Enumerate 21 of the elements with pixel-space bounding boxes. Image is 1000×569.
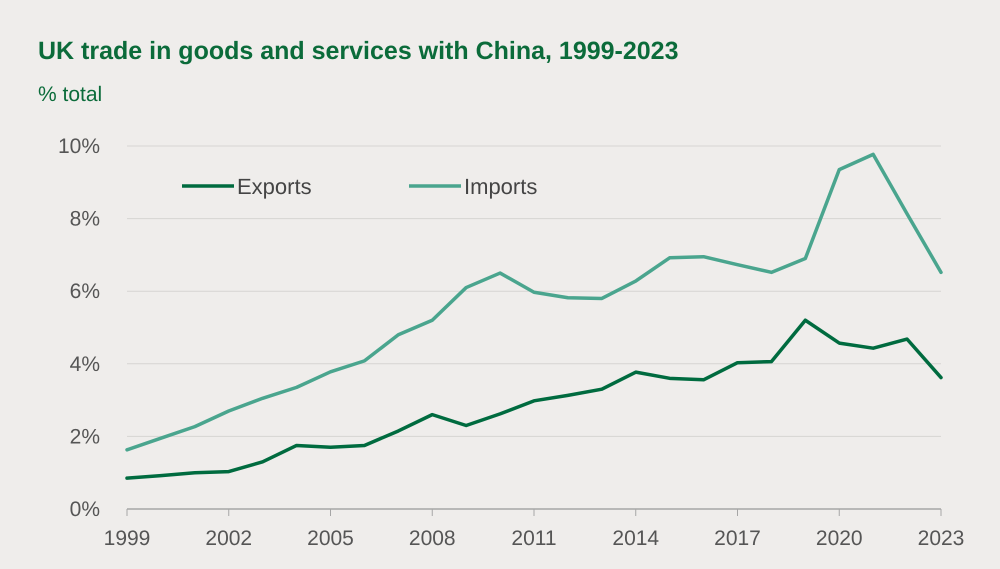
line-series bbox=[125, 152, 943, 452]
y-tick-label: 8% bbox=[70, 208, 100, 231]
x-tick-label: 2023 bbox=[918, 527, 964, 550]
x-tick-label: 2002 bbox=[205, 527, 252, 550]
x-tick-label: 1999 bbox=[104, 527, 150, 550]
y-tick-label: 10% bbox=[58, 135, 100, 158]
y-tick-label: 2% bbox=[70, 425, 100, 448]
x-tick-label: 2020 bbox=[816, 527, 863, 550]
x-tick-label: 2011 bbox=[511, 527, 557, 550]
x-tick-label: 2014 bbox=[612, 527, 660, 550]
y-tick-label: 4% bbox=[70, 352, 100, 376]
x-tick-label: 2008 bbox=[408, 527, 456, 550]
y-tick-label: 0% bbox=[70, 498, 100, 521]
y-tick-label: 6% bbox=[70, 280, 100, 304]
legend-label: Imports bbox=[464, 174, 538, 199]
line-series bbox=[125, 318, 943, 480]
legend-label: Exports bbox=[237, 174, 312, 199]
x-tick-label: 2017 bbox=[714, 527, 761, 550]
x-tick-label: 2005 bbox=[307, 527, 354, 550]
chart-title: UK trade in goods and services with China, 1999-2023 bbox=[38, 37, 678, 65]
y-axis-title: % total bbox=[38, 83, 102, 106]
